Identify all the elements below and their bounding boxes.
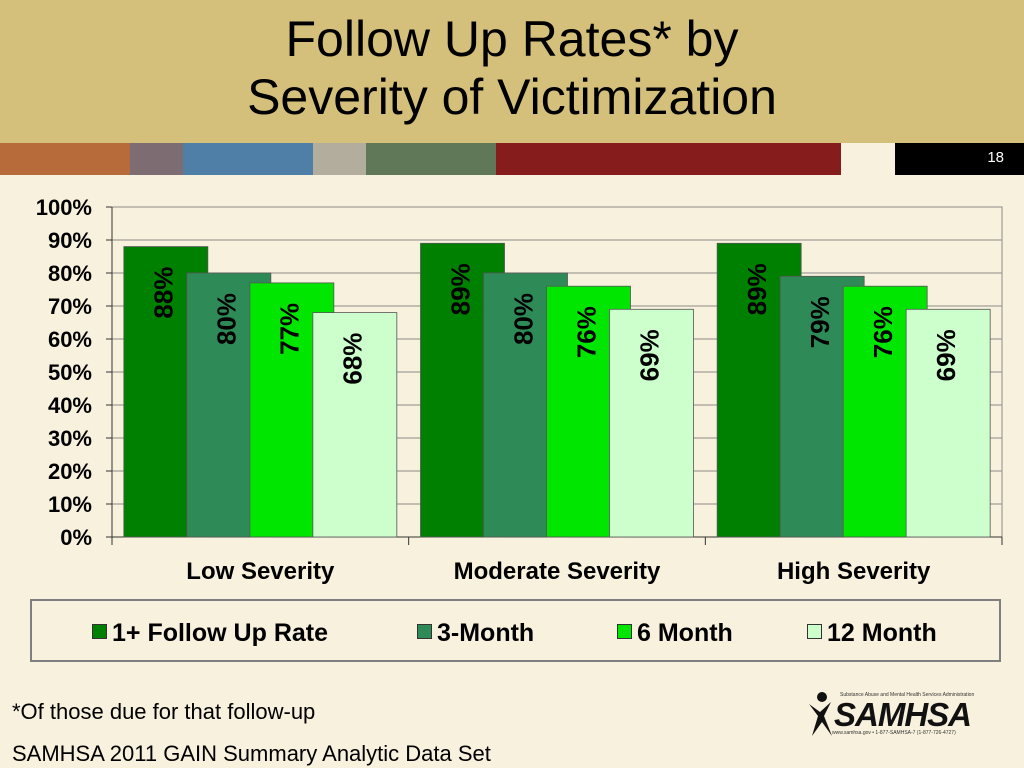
- chart-legend: 1+ Follow Up Rate 3-Month 6 Month 12 Month: [30, 599, 1001, 662]
- footnote: *Of those due for that follow-up: [12, 699, 316, 724]
- data-label: 80%: [212, 293, 242, 345]
- data-label: 89%: [445, 263, 475, 315]
- legend-swatch: [617, 624, 632, 639]
- slide-title: Follow Up Rates* by Severity of Victimiz…: [0, 10, 1024, 126]
- y-tick-label: 0%: [60, 525, 92, 550]
- bar-chart: 0% 10% 20% 30% 40% 50% 60% 70% 80% 90% 100% 88% 80% 7…: [36, 195, 1003, 585]
- data-label: 69%: [634, 329, 664, 381]
- data-label: 69%: [931, 329, 961, 381]
- data-label: 80%: [508, 293, 538, 345]
- legend-item: 1+ Follow Up Rate: [92, 619, 328, 647]
- y-tick-label: 100%: [36, 195, 92, 220]
- y-tick-label: 70%: [48, 294, 92, 319]
- data-label: 89%: [742, 263, 772, 315]
- y-tick-label: 20%: [48, 459, 92, 484]
- y-tick-label: 60%: [48, 327, 92, 352]
- strip-segment: [313, 143, 366, 175]
- data-label: 79%: [805, 296, 835, 348]
- strip-segment: [130, 143, 183, 175]
- legend-label: 1+ Follow Up Rate: [112, 619, 329, 647]
- y-tick-label: 50%: [48, 360, 92, 385]
- slide-number: 18: [987, 149, 1004, 166]
- y-tick-label: 80%: [48, 261, 92, 286]
- legend-item: 12 Month: [807, 619, 937, 647]
- strip-segment: [0, 143, 130, 175]
- data-label: 68%: [338, 333, 368, 385]
- data-label: 76%: [868, 306, 898, 358]
- strip-segment: [496, 143, 841, 175]
- bar: [312, 312, 398, 538]
- bar: [609, 308, 694, 538]
- strip-segment: [366, 143, 496, 175]
- y-tick-label: 30%: [48, 426, 92, 451]
- slide-title-line1: Follow Up Rates* by: [285, 11, 739, 67]
- x-tick-label: Moderate Severity: [454, 558, 661, 585]
- person-figure-icon: [809, 692, 832, 736]
- y-tick-label: 10%: [48, 492, 92, 517]
- color-strip: [0, 143, 1024, 175]
- x-tick-label: High Severity: [777, 558, 931, 585]
- legend-swatch: [417, 624, 432, 639]
- legend-item: 3-Month: [417, 619, 534, 647]
- legend-label: 6 Month: [637, 619, 733, 647]
- logo-tagline: Substance Abuse and Mental Health Servic…: [840, 692, 975, 698]
- bar: [905, 308, 991, 538]
- legend-label: 3-Month: [437, 619, 535, 647]
- legend-label: 12 Month: [827, 619, 937, 647]
- x-tick-label: Low Severity: [186, 558, 335, 585]
- legend-item: 6 Month: [617, 619, 733, 647]
- strip-segment: [895, 143, 1024, 175]
- strip-segment: [183, 143, 313, 175]
- y-tick-label: 90%: [48, 228, 92, 253]
- title-band: [0, 0, 1024, 143]
- source-note: SAMHSA 2011 GAIN Summary Analytic Data S…: [12, 741, 491, 766]
- logo-contact: www.samhsa.gov • 1-877-SAMHSA-7 (1-877-7…: [832, 730, 956, 736]
- legend-swatch: [807, 624, 822, 639]
- strip-segment: [841, 143, 895, 175]
- data-label: 76%: [571, 306, 601, 358]
- data-label: 77%: [275, 303, 305, 355]
- legend-swatch: [92, 624, 107, 639]
- logo-wordmark: SAMHSA: [834, 696, 972, 733]
- samhsa-logo: Substance Abuse and Mental Health Servic…: [806, 690, 981, 740]
- slide-title-line2: Severity of Victimization: [247, 69, 777, 125]
- data-label: 88%: [149, 267, 179, 319]
- y-tick-label: 40%: [48, 393, 92, 418]
